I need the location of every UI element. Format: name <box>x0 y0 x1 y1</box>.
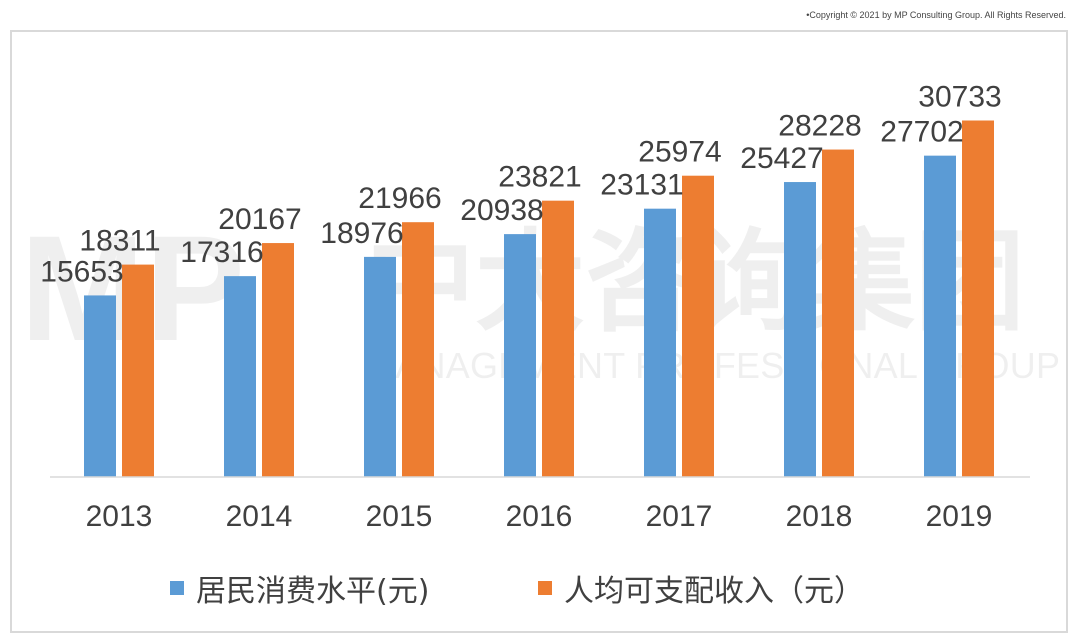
x-tick-label: 2013 <box>86 500 153 533</box>
data-label: 15653 <box>40 255 123 288</box>
data-label: 25427 <box>740 142 823 175</box>
x-tick-label: 2015 <box>366 500 433 533</box>
data-label: 17316 <box>180 236 263 269</box>
data-label: 18976 <box>320 217 403 250</box>
data-label: 20167 <box>218 203 301 236</box>
watermark: MP 中大咨询集团 MANAGEMENT PROFESSIONAL GROUP <box>20 204 1060 386</box>
data-label: 21966 <box>358 182 441 215</box>
bar-2019-series-0 <box>924 155 956 477</box>
legend-swatch-blue <box>170 581 184 595</box>
bar-2016-series-0 <box>504 234 536 477</box>
legend-label: 人均可支配收入（元） <box>564 574 864 609</box>
bar-2017-series-0 <box>644 208 676 477</box>
legend-swatch-orange <box>538 581 552 595</box>
bar-2016-series-1 <box>542 200 574 478</box>
x-tick-label: 2016 <box>506 500 573 533</box>
x-tick-label: 2019 <box>926 500 993 533</box>
data-label: 18311 <box>79 225 160 258</box>
bar-2018-series-1 <box>822 149 854 477</box>
x-tick-label: 2014 <box>226 500 293 533</box>
x-tick-label: 2018 <box>786 500 853 533</box>
bar-2018-series-0 <box>784 182 816 477</box>
data-label: 27702 <box>880 116 963 149</box>
data-label: 23821 <box>498 161 581 194</box>
chart-frame <box>10 30 1068 633</box>
bar-2015-series-1 <box>402 222 434 477</box>
bar-2013-series-1 <box>122 264 154 477</box>
bar-2019-series-1 <box>962 120 994 478</box>
legend-label: 居民消费水平(元) <box>196 574 430 609</box>
data-label: 28228 <box>778 110 861 143</box>
data-label: 23131 <box>600 169 683 202</box>
legend-item-income: 人均可支配收入（元） <box>538 566 864 610</box>
bar-2017-series-1 <box>682 175 714 477</box>
copyright-notice: •Copyright © 2021 by MP Consulting Group… <box>806 10 1066 20</box>
bar-2014-series-1 <box>262 243 294 477</box>
legend-item-consumption: 居民消费水平(元) <box>170 566 429 610</box>
bar-2015-series-0 <box>364 256 396 477</box>
bar-2014-series-0 <box>224 276 256 477</box>
data-label: 20938 <box>460 194 543 227</box>
data-label: 25974 <box>638 136 721 169</box>
bar-2013-series-0 <box>84 295 116 477</box>
data-label: 30733 <box>918 80 1001 113</box>
x-tick-label: 2017 <box>646 500 713 533</box>
